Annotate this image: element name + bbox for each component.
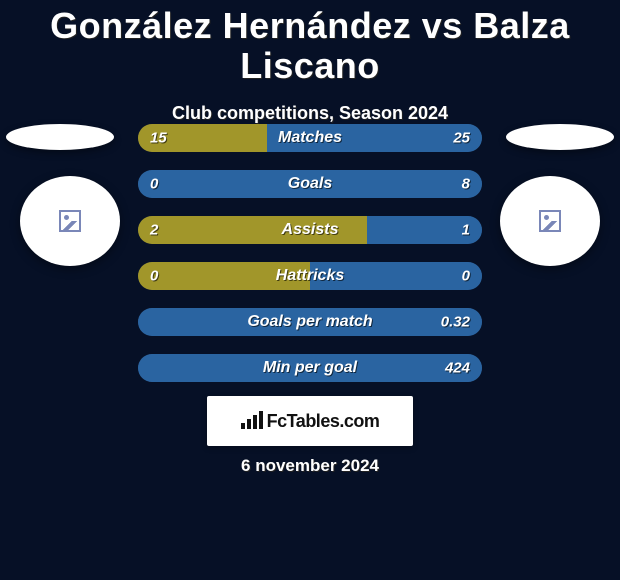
player-right-flag [506, 124, 614, 150]
placeholder-icon [59, 210, 81, 232]
player-right-avatar [500, 176, 600, 266]
stat-row: 2 1 Assists [138, 216, 482, 244]
stat-row: 424 Min per goal [138, 354, 482, 382]
stat-value-right: 0.32 [441, 314, 470, 331]
stat-row: 0 8 Goals [138, 170, 482, 198]
stat-value-left: 15 [150, 130, 167, 147]
stat-row: 15 25 Matches [138, 124, 482, 152]
date-label: 6 november 2024 [0, 456, 620, 476]
placeholder-icon [539, 210, 561, 232]
stat-value-left: 2 [150, 222, 158, 239]
player-left-avatar [20, 176, 120, 266]
stat-label: Hattricks [276, 267, 344, 285]
stat-value-right: 25 [453, 130, 470, 147]
stat-label: Assists [282, 221, 339, 239]
bars-icon [241, 411, 263, 431]
stat-row: 0.32 Goals per match [138, 308, 482, 336]
stat-row: 0 0 Hattricks [138, 262, 482, 290]
stat-value-left: 0 [150, 176, 158, 193]
brand-text: FcTables.com [267, 411, 380, 432]
stat-label: Goals [288, 175, 332, 193]
player-left-flag [6, 124, 114, 150]
stat-label: Matches [278, 129, 342, 147]
stat-value-right: 424 [445, 360, 470, 377]
stat-label: Min per goal [263, 359, 357, 377]
stat-value-left: 0 [150, 268, 158, 285]
page-title: González Hernández vs Balza Liscano [0, 0, 620, 85]
stat-value-right: 8 [462, 176, 470, 193]
stat-value-right: 0 [462, 268, 470, 285]
stat-value-right: 1 [462, 222, 470, 239]
stat-label: Goals per match [247, 313, 372, 331]
subtitle: Club competitions, Season 2024 [0, 103, 620, 124]
stats-chart: 15 25 Matches 0 8 Goals 2 1 Assists 0 0 Hattricks 0.… [138, 124, 482, 382]
brand-logo: FcTables.com [207, 396, 413, 446]
